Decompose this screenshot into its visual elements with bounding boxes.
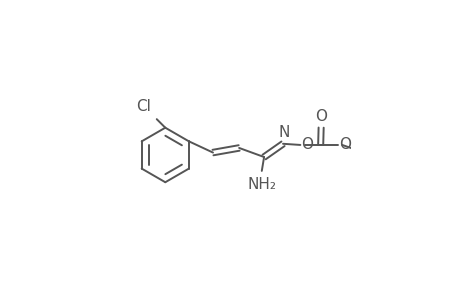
Text: O: O	[301, 136, 313, 152]
Text: NH₂: NH₂	[247, 177, 276, 192]
Text: N: N	[278, 124, 289, 140]
Text: O: O	[314, 109, 326, 124]
Text: O: O	[338, 137, 350, 152]
Text: Cl: Cl	[136, 99, 151, 114]
